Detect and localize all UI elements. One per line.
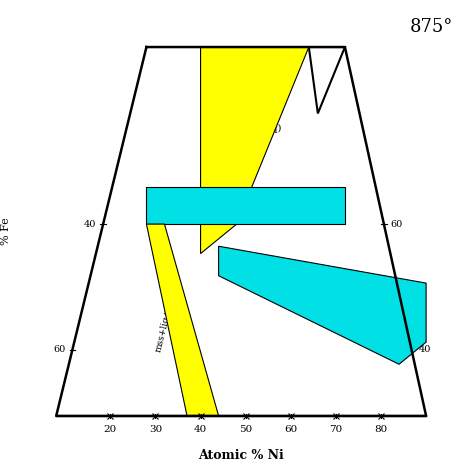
Text: 60: 60: [391, 219, 403, 228]
Text: mss+vs+S(liq): mss+vs+S(liq): [209, 124, 283, 133]
Text: liq: liq: [317, 306, 337, 319]
Polygon shape: [146, 224, 219, 416]
Text: 30: 30: [149, 425, 162, 434]
Text: mss+liq+γ: mss+liq+γ: [154, 302, 175, 353]
Text: 20: 20: [104, 425, 117, 434]
Text: 40: 40: [84, 219, 96, 228]
Polygon shape: [219, 246, 426, 364]
Text: 40: 40: [418, 345, 431, 354]
Text: mss: mss: [178, 199, 205, 212]
Text: 875°: 875°: [410, 18, 453, 36]
Text: 80: 80: [374, 425, 388, 434]
Text: 60: 60: [284, 425, 297, 434]
Text: 60: 60: [54, 345, 66, 354]
Polygon shape: [309, 47, 345, 113]
Text: 40: 40: [194, 425, 207, 434]
Text: Atomic % Ni: Atomic % Ni: [198, 449, 284, 462]
Text: 50: 50: [239, 425, 252, 434]
Polygon shape: [146, 187, 345, 224]
Text: γ: γ: [206, 403, 213, 413]
Polygon shape: [201, 47, 309, 254]
Text: 70: 70: [329, 425, 343, 434]
Text: vs: vs: [322, 68, 334, 78]
Text: % Fe: % Fe: [1, 218, 11, 246]
